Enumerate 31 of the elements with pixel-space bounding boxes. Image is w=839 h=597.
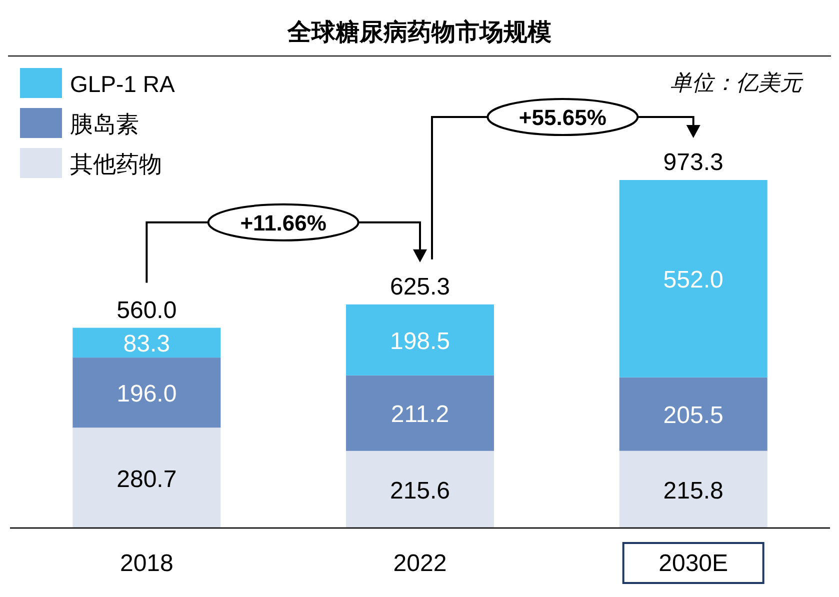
bar (346, 304, 494, 376)
bar (72, 358, 221, 428)
annotation: +11.66% (240, 210, 326, 236)
bar (619, 450, 768, 528)
bar (72, 428, 221, 528)
text: +55.65% (518, 105, 606, 130)
data-label: 205.5 (663, 402, 724, 430)
x-tick-label: 2022 (393, 550, 447, 577)
x-tick-label: 2018 (120, 550, 174, 577)
data-label: 552.0 (663, 266, 724, 294)
chart-title: 全球糖尿病药物市场规模 (286, 17, 552, 46)
bar (346, 450, 494, 528)
legend-label: 其他药物 (70, 151, 162, 177)
total-label: 973.3 (663, 149, 724, 176)
bar (619, 377, 768, 451)
data-label: 198.5 (390, 328, 450, 355)
data-label: 211.2 (390, 401, 450, 428)
data-label: 215.8 (663, 477, 724, 504)
data-label: 215.6 (390, 477, 450, 504)
bar (619, 180, 768, 378)
bar (72, 328, 221, 358)
x-tick-label: 2030E (658, 550, 728, 577)
total-label: 560.0 (116, 296, 177, 324)
text: 单位：亿美元 (670, 71, 804, 96)
legend-label: GLP-1 RA (70, 71, 176, 97)
data-label: 196.0 (116, 380, 177, 408)
data-label: 280.7 (116, 466, 177, 493)
data-label: 83.3 (123, 330, 170, 358)
total-label: 625.3 (390, 273, 450, 300)
bar (346, 375, 494, 451)
legend-label: 胰岛素 (70, 111, 139, 137)
